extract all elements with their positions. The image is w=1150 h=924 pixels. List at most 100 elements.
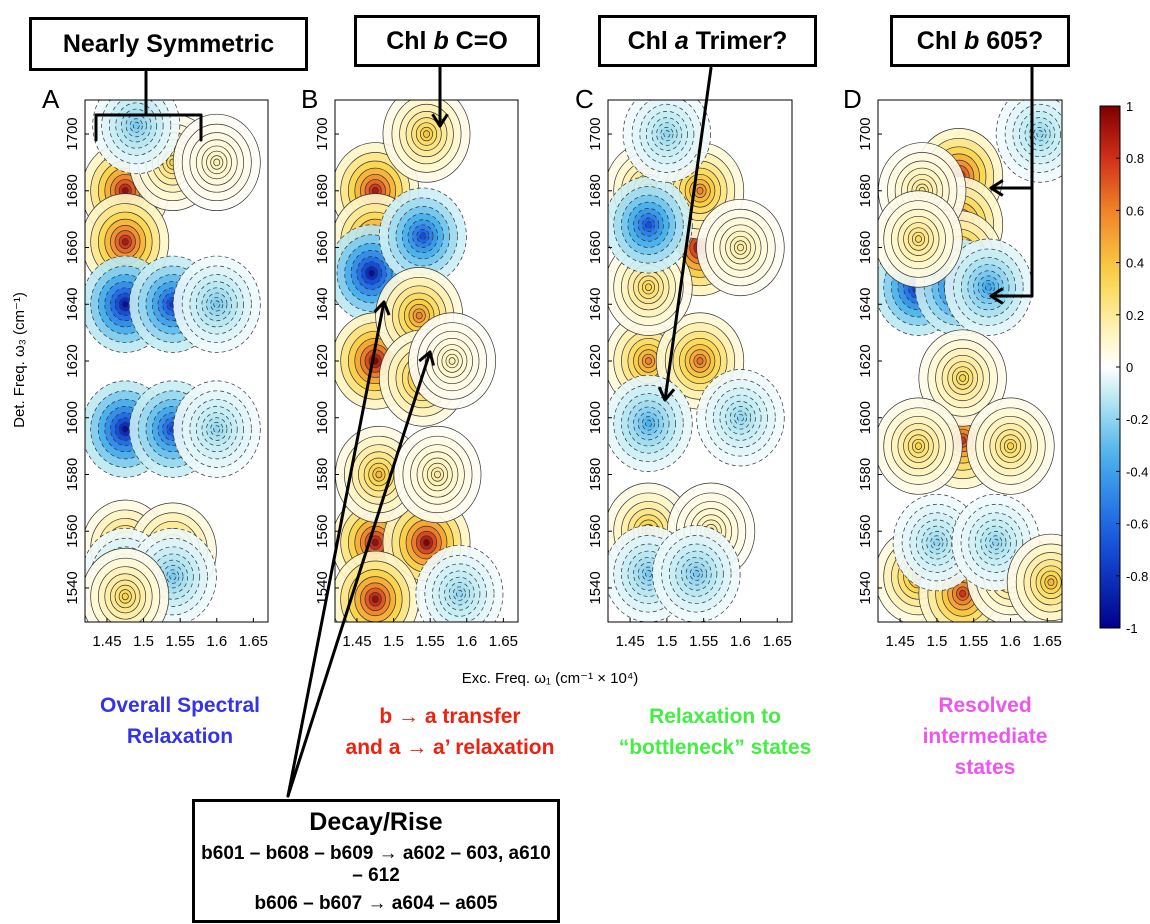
arrow-trimer-head: [657, 386, 676, 402]
contour-level: [933, 538, 941, 547]
arrow-decay-2: [286, 350, 432, 798]
y-tick-label: 1660: [64, 231, 81, 264]
arrow-605-upper-head: [989, 179, 1004, 197]
colorbar-tick-label: -1: [1126, 621, 1138, 636]
contour-level: [984, 283, 992, 291]
colorbar: 1 0.8 0.6 0.4 0.2 0 -0.2 -0.4 -0.6 -0.8 -1: [1099, 99, 1148, 636]
x-tick-label: 1.5: [656, 633, 677, 650]
decay-rise-title: Decay/Rise: [309, 808, 443, 836]
colorbar-tick-label: 0.8: [1126, 151, 1144, 166]
contour-level: [371, 595, 379, 604]
x-tick-label: 1.6: [730, 633, 751, 650]
y-tick-label: 1540: [64, 571, 81, 604]
x-tick-label: 1.6: [456, 633, 477, 650]
contour-level: [121, 425, 129, 433]
x-tick-label: 1.5: [926, 633, 947, 650]
contour-level: [645, 357, 652, 365]
y-tick-label: 1680: [64, 174, 81, 207]
y-tick-label: 1660: [587, 231, 604, 264]
y-tick-label: 1640: [314, 288, 331, 321]
contour-level: [375, 470, 383, 479]
contour-level: [692, 570, 700, 578]
y-tick-label: 1640: [587, 288, 604, 321]
x-tick-label: 1.45: [92, 633, 121, 650]
contour-level: [121, 592, 129, 601]
y-tick-label: 1700: [587, 117, 604, 150]
callout-chl-b-co: Chl b C=O: [354, 15, 540, 67]
y-tick-label: 1620: [587, 344, 604, 377]
contour-level: [434, 470, 441, 479]
panel-letter: A: [42, 84, 60, 114]
decay-rise-line-1: b601 – b608 – b609 → a602 – 603, a610 – …: [201, 843, 551, 886]
callout-nearly-symmetric: Nearly Symmetric: [29, 17, 308, 71]
contour-level: [737, 413, 744, 422]
y-tick-label: 1540: [857, 571, 874, 604]
y-tick-label: 1620: [857, 344, 874, 377]
contour-level: [915, 442, 922, 450]
y-tick-label: 1640: [64, 288, 81, 321]
contour-level: [213, 158, 221, 167]
arrow-605-lower-head: [989, 287, 1004, 305]
callout-chl-b-605: Chl b 605?: [890, 15, 1070, 67]
y-tick-label: 1600: [314, 401, 331, 434]
x-axis-label: Exc. Freq. ω₁ (cm⁻¹ × 10⁴): [462, 670, 639, 687]
contour-level: [959, 374, 967, 382]
y-tick-label: 1560: [587, 515, 604, 548]
contour-level: [371, 538, 379, 547]
y-axis-label: Det. Freq. ω₃ (cm⁻¹): [11, 292, 28, 428]
y-tick-label: 1640: [857, 288, 874, 321]
contour-level: [959, 589, 967, 598]
contour-level: [423, 130, 430, 138]
contour-level: [213, 300, 221, 309]
y-tick-label: 1680: [587, 174, 604, 207]
contour-level: [1007, 442, 1014, 450]
y-tick-label: 1620: [64, 344, 81, 377]
y-tick-label: 1680: [314, 174, 331, 207]
panel-letter: D: [843, 84, 862, 114]
contour-level: [448, 357, 456, 365]
colorbar-tick-label: -0.6: [1126, 517, 1148, 532]
arrow-trimer: [663, 66, 713, 402]
arrow-chlb-co-head: [431, 113, 449, 128]
panel-letter: B: [301, 84, 318, 114]
contour-level: [368, 269, 376, 277]
colorbar-tick-label: 1: [1126, 99, 1133, 114]
y-tick-label: 1700: [857, 117, 874, 150]
callout-chl-a-trimer: Chl a Trimer?: [598, 15, 817, 67]
y-tick-label: 1580: [314, 458, 331, 491]
contour-level: [1036, 130, 1044, 138]
x-tick-label: 1.6: [206, 633, 227, 650]
y-tick-label: 1600: [64, 401, 81, 434]
y-tick-label: 1620: [314, 344, 331, 377]
contour-level: [213, 425, 221, 433]
y-tick-label: 1660: [314, 231, 331, 264]
caption-c: Relaxation to “bottleneck” states: [618, 705, 812, 759]
panel-b: B1540156015801600162016401660168017001.4…: [301, 84, 519, 650]
y-tick-label: 1700: [64, 117, 81, 150]
x-tick-label: 1.65: [763, 633, 792, 650]
y-tick-label: 1580: [64, 458, 81, 491]
contour-level: [737, 243, 744, 252]
panel-c: C 1540 1560 1580 1600 1620 1640 1660 1680 1700 1.4…: [575, 84, 793, 650]
contour-level: [1047, 578, 1055, 587]
y-tick-label: 1680: [857, 174, 874, 207]
contour-level: [645, 283, 652, 291]
decay-rise-box: Decay/Rise b601 – b608 – b609 → a602 – 6…: [192, 799, 560, 923]
contour-level: [696, 187, 704, 195]
caption-b: b → a transfer and a → a’ relaxation: [345, 705, 555, 759]
contour-level: [663, 130, 671, 138]
contour-level: [121, 238, 129, 246]
x-tick-label: 1.65: [1033, 633, 1062, 650]
contour-level: [696, 357, 704, 365]
x-tick-label: 1.55: [166, 633, 195, 650]
caption-d: Resolved intermediate states: [922, 694, 1048, 779]
y-tick-label: 1580: [587, 458, 604, 491]
x-tick-label: 1.5: [133, 633, 154, 650]
y-tick-label: 1660: [857, 231, 874, 264]
colorbar-tick-label: -0.8: [1126, 569, 1148, 584]
arrow-decay-1: [286, 300, 386, 798]
contour-level: [915, 235, 922, 243]
x-tick-label: 1.55: [689, 633, 718, 650]
x-tick-label: 1.65: [489, 633, 518, 650]
x-tick-label: 1.5: [383, 633, 404, 650]
